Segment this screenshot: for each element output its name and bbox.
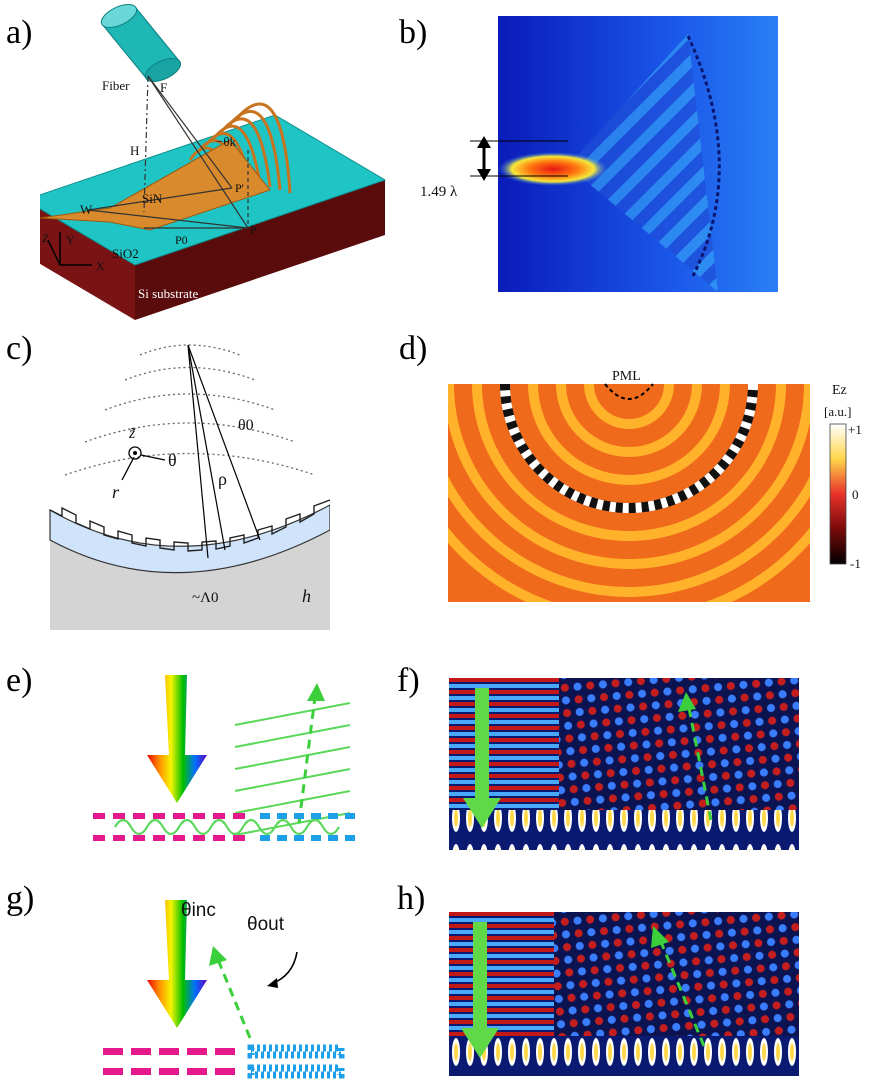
axes-icon	[47, 232, 92, 266]
label-theta-out: θout	[247, 914, 285, 935]
panel-a-coupler-diagram: Fiber F H −θk W SiN P' P P0 Z Y X SiO2 S…	[40, 4, 387, 320]
substrate-region	[50, 530, 330, 630]
arrowhead-down	[477, 169, 491, 181]
rainbow-arrow	[147, 675, 207, 803]
waveguide-layer	[49, 504, 330, 574]
label-z: z̃	[128, 425, 136, 442]
colorbar	[829, 423, 847, 565]
colorbar-tick-bottom: -1	[850, 556, 861, 571]
panel-c-geometry: z̃ θ r θ0 ρ ~Λ0 h	[49, 344, 330, 630]
r-arrow	[121, 458, 134, 481]
radius-line-2	[187, 344, 226, 551]
label-F: F	[160, 80, 167, 95]
outgoing-arrow	[217, 961, 252, 1039]
outgoing-arrowhead	[209, 946, 227, 966]
label-P: P	[250, 223, 257, 237]
colorbar-tick-top: +1	[848, 422, 862, 437]
label-P0: P0	[175, 233, 188, 247]
panel-c-label: c)	[6, 330, 33, 367]
interference-cone	[568, 34, 718, 292]
angle-arc-arrow	[270, 951, 298, 985]
label-X: X	[96, 259, 105, 273]
outgoing-arrow	[659, 941, 706, 1047]
label-SiO2: SiO2	[112, 246, 139, 261]
arrowhead-up	[477, 136, 491, 148]
pml-label: PML	[612, 369, 641, 384]
panel-g-schematic: θinc θout	[103, 900, 345, 1079]
label-r: r	[112, 482, 120, 502]
panel-f-field-map	[449, 678, 799, 850]
outgoing-arrow	[687, 707, 713, 821]
panel-h-field-map	[449, 912, 799, 1076]
panel-g-label: g)	[6, 880, 35, 917]
panel-e-schematic	[93, 675, 355, 841]
field-incident-stripes	[449, 912, 554, 1036]
outgoing-arrowhead	[307, 683, 325, 701]
incident-arrow	[463, 688, 501, 828]
label-theta-inc: θinc	[181, 900, 216, 921]
substrate-right	[135, 180, 385, 320]
field-incident-stripes	[449, 678, 559, 810]
z-axis-dot	[133, 451, 137, 455]
label-theta0: θ0	[238, 417, 254, 434]
outgoing-arrowhead	[651, 926, 669, 948]
label-W: W	[80, 202, 93, 217]
label-H: H	[130, 143, 139, 158]
label-SiN: SiN	[142, 191, 163, 206]
label-h: h	[302, 586, 311, 606]
pml-boundary	[604, 383, 654, 400]
panel-a-label: a)	[6, 14, 33, 51]
outgoing-arrowhead	[678, 692, 696, 712]
label-substrate: Si substrate	[138, 286, 199, 301]
field-bottom-row	[449, 1036, 799, 1076]
grating-bars	[93, 813, 355, 841]
colorbar-unit: [a.u.]	[824, 404, 851, 419]
colorbar-tick-mid: 0	[852, 487, 859, 502]
radial-rings	[448, 384, 810, 602]
angle-arc-arrowhead	[267, 978, 278, 988]
panel-f-label: f)	[397, 662, 420, 699]
radius-line-1	[187, 344, 209, 559]
panel-d-field-map: PML Ez [a.u.] +1 0 -1	[448, 369, 862, 602]
label-Z: Z	[42, 231, 49, 245]
guided-mode-wave	[114, 818, 340, 836]
theta-arrow	[140, 454, 166, 461]
field-background	[448, 384, 810, 602]
fiber-icon	[100, 4, 182, 82]
rainbow-arrow	[147, 900, 207, 1028]
geometry-lines	[87, 75, 249, 229]
panel-b-label: b)	[399, 14, 428, 51]
radius-line-3	[187, 344, 261, 541]
panel-h-label: h)	[397, 880, 426, 917]
panel-d-label: d)	[399, 330, 428, 367]
outgoing-arrow	[297, 696, 317, 824]
grating-bars	[103, 1044, 345, 1079]
colorbar-title: Ez	[832, 383, 847, 398]
label-lambda0: ~Λ0	[192, 590, 219, 606]
label-theta-k: −θk	[216, 134, 237, 149]
z-axis-marker	[128, 446, 142, 460]
grating-teeth	[49, 499, 330, 552]
panel-e-label: e)	[6, 662, 33, 699]
focusing-mirror-curve	[686, 35, 721, 277]
dimension-label: 1.49 λ	[420, 184, 458, 200]
label-Y: Y	[66, 233, 75, 247]
label-fiber: Fiber	[102, 78, 130, 93]
label-P-prime: P'	[235, 181, 244, 195]
wavefront-arcs	[64, 344, 316, 476]
focused-spot	[498, 152, 608, 186]
field-bottom-row	[449, 810, 799, 850]
label-rho: ρ	[218, 469, 227, 489]
panel-b-field-map: 1.49 λ	[420, 16, 778, 292]
label-theta: θ	[168, 450, 177, 470]
incident-arrow	[461, 922, 499, 1058]
